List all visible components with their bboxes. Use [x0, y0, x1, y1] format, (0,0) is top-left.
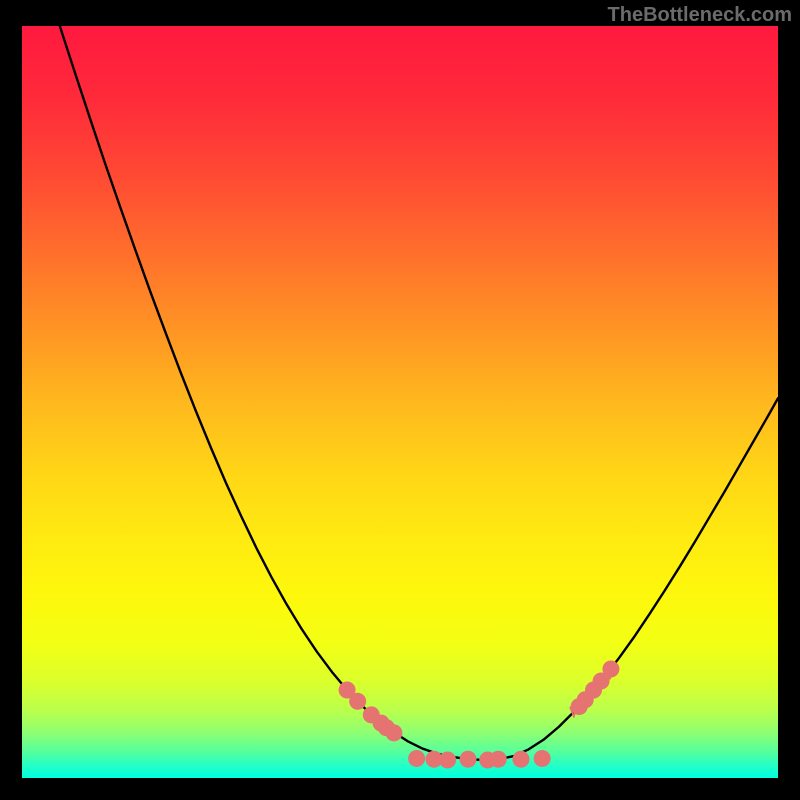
data-marker — [439, 751, 456, 768]
data-marker — [490, 751, 507, 768]
data-marker — [349, 693, 366, 710]
data-marker — [512, 751, 529, 768]
data-marker — [408, 750, 425, 767]
data-marker — [385, 724, 402, 741]
data-marker — [460, 751, 477, 768]
data-marker — [534, 750, 551, 767]
chart-svg — [0, 0, 800, 800]
data-marker — [602, 660, 619, 677]
plot-background — [22, 26, 778, 778]
stage: TheBottleneck.com — [0, 0, 800, 800]
